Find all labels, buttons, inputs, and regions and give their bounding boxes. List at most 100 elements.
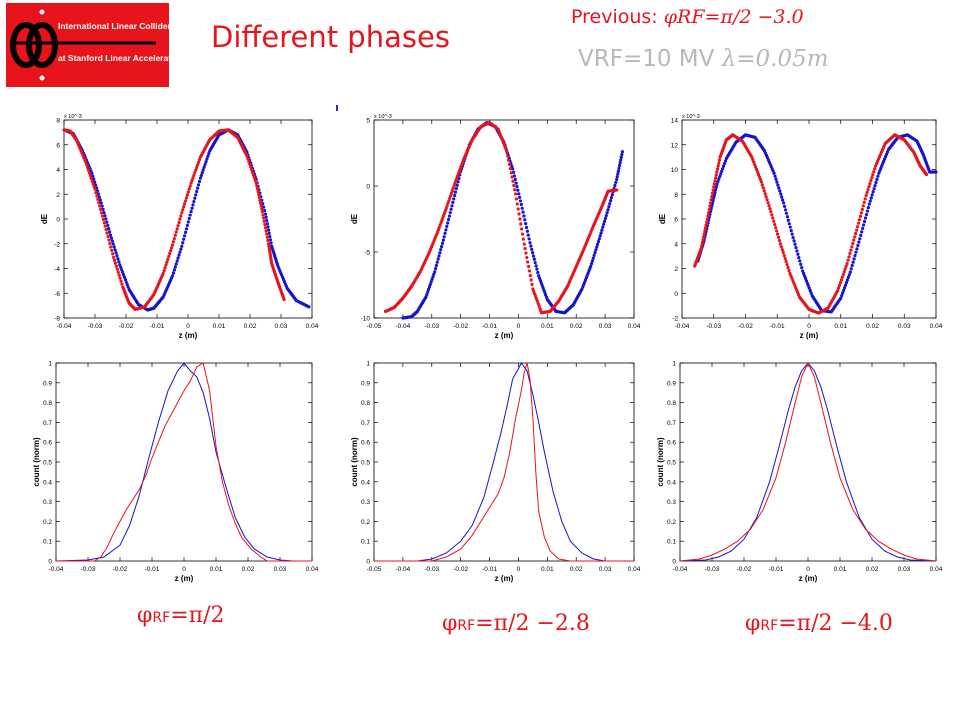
data-point	[444, 206, 448, 211]
data-point	[455, 183, 459, 187]
data-point	[602, 222, 606, 226]
axis-exponent: x 10^-3	[64, 114, 82, 120]
x-tick-label: -0.01	[482, 566, 497, 573]
data-point	[251, 173, 256, 177]
data-point	[517, 192, 521, 196]
data-point	[254, 181, 258, 185]
data-point	[425, 292, 429, 296]
data-point	[705, 220, 709, 224]
data-point	[772, 219, 776, 223]
data-point	[526, 264, 531, 269]
data-point	[253, 178, 257, 182]
slide-title: Different phases	[211, 20, 450, 54]
y-tick-label: 0.1	[361, 539, 370, 546]
data-point	[779, 192, 783, 196]
y-tick-label: 0	[48, 559, 52, 566]
data-point	[515, 202, 519, 206]
x-tick-label: 0.02	[866, 566, 879, 573]
series-line	[374, 362, 634, 562]
data-point	[85, 163, 89, 167]
data-point	[591, 256, 595, 260]
data-point	[780, 195, 784, 199]
x-tick-label: 0.01	[213, 323, 226, 330]
data-point	[197, 158, 202, 162]
data-point	[93, 187, 97, 191]
data-point	[856, 243, 860, 248]
data-point	[596, 239, 601, 244]
data-point	[513, 192, 518, 196]
data-point	[709, 198, 713, 202]
data-point	[119, 265, 123, 269]
data-point	[776, 235, 781, 239]
x-tick-label: 0	[807, 323, 811, 330]
data-point	[598, 234, 602, 238]
data-point	[105, 231, 109, 235]
data-point	[441, 238, 445, 242]
data-point	[446, 201, 450, 206]
data-point	[519, 202, 523, 207]
data-point	[704, 223, 708, 227]
axis-exponent: x 10^-3	[682, 114, 700, 120]
x-tick-label: -0.03	[424, 566, 439, 573]
data-point	[85, 165, 90, 170]
data-point	[616, 172, 620, 176]
data-point	[601, 225, 605, 229]
data-point	[167, 254, 171, 258]
data-point	[451, 200, 455, 204]
data-point	[205, 157, 209, 161]
data-point	[182, 237, 186, 241]
phase-label-1: φRF=π/2	[137, 603, 225, 628]
data-point	[924, 172, 929, 177]
data-point	[524, 251, 528, 255]
x-tick-label: -0.04	[675, 323, 690, 330]
data-point	[844, 281, 849, 285]
data-point	[84, 160, 88, 164]
data-point	[801, 269, 805, 273]
data-point	[454, 187, 458, 191]
data-point	[259, 204, 263, 208]
data-point	[164, 263, 168, 267]
data-point	[848, 270, 852, 274]
data-point	[446, 217, 451, 222]
data-point	[509, 171, 513, 175]
previous-note: Previous: φRF=π/2 −3.0	[571, 6, 804, 28]
data-point	[108, 233, 113, 237]
x-tick-label: -0.02	[113, 566, 128, 573]
data-point	[98, 204, 102, 208]
data-point	[450, 204, 454, 208]
data-point	[440, 244, 444, 249]
series-red	[56, 362, 312, 562]
data-point	[778, 189, 782, 193]
data-point	[845, 278, 850, 282]
data-point	[700, 244, 704, 248]
data-point	[108, 241, 112, 246]
data-point	[516, 188, 520, 192]
data-point	[518, 217, 522, 221]
data-point	[89, 176, 93, 181]
data-point	[535, 267, 539, 271]
data-point	[708, 201, 713, 205]
y-tick-label: 0.8	[43, 400, 52, 407]
x-tick-label: -0.01	[769, 566, 784, 573]
data-point	[609, 199, 613, 203]
data-point	[516, 207, 520, 211]
data-point	[427, 287, 431, 291]
y-tick-label: 0.4	[43, 479, 52, 486]
y-tick-label: 0.2	[667, 519, 676, 526]
data-point	[839, 278, 843, 282]
data-point	[269, 241, 273, 245]
data-point	[427, 285, 432, 289]
data-point	[793, 242, 797, 246]
data-point	[203, 162, 207, 167]
parameters-line: VRF=10 MV λ=0.05m	[578, 46, 829, 72]
y-tick-label: 4	[674, 241, 678, 248]
data-point	[198, 176, 202, 180]
data-point	[867, 184, 871, 189]
data-point	[188, 184, 192, 188]
data-point	[589, 262, 594, 266]
data-point	[522, 214, 526, 218]
x-tick-label: -0.01	[770, 323, 785, 330]
x-tick-label: 0.01	[541, 323, 554, 330]
x-tick-label: 0.02	[570, 323, 583, 330]
data-point	[701, 238, 705, 242]
